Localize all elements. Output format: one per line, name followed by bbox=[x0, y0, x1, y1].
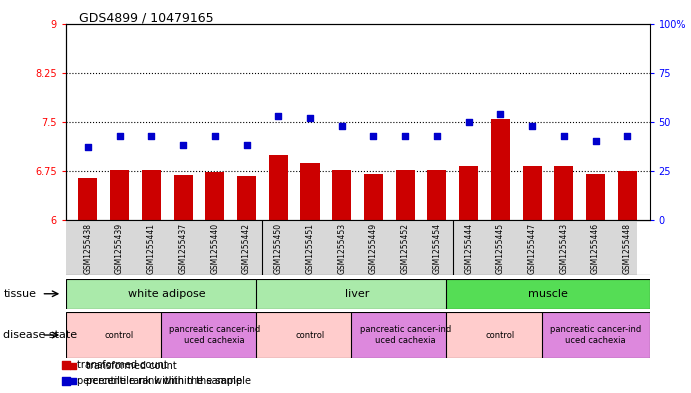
Text: GSM1255452: GSM1255452 bbox=[401, 223, 410, 274]
Text: GSM1255450: GSM1255450 bbox=[274, 223, 283, 274]
Text: disease state: disease state bbox=[3, 330, 77, 340]
Point bbox=[495, 111, 506, 117]
Bar bbox=[110, 170, 129, 220]
Text: pancreatic cancer-ind
uced cachexia: pancreatic cancer-ind uced cachexia bbox=[359, 325, 451, 345]
Point bbox=[273, 113, 284, 119]
Bar bbox=[459, 166, 478, 220]
Text: GSM1255451: GSM1255451 bbox=[305, 223, 314, 274]
Bar bbox=[618, 171, 637, 220]
Bar bbox=[66, 312, 173, 358]
Bar bbox=[78, 178, 97, 220]
Bar bbox=[522, 166, 542, 220]
Text: transformed count: transformed count bbox=[77, 360, 168, 371]
Text: percentile rank within the sample: percentile rank within the sample bbox=[77, 376, 243, 386]
Point bbox=[368, 132, 379, 139]
Text: muscle: muscle bbox=[528, 289, 568, 299]
Bar bbox=[586, 174, 605, 220]
Point bbox=[296, 131, 307, 137]
Text: transformed count: transformed count bbox=[86, 362, 177, 371]
Text: GSM1255441: GSM1255441 bbox=[146, 223, 156, 274]
Text: GSM1255447: GSM1255447 bbox=[528, 223, 537, 274]
Point bbox=[558, 132, 569, 139]
Point bbox=[622, 132, 633, 139]
Text: GSM1255440: GSM1255440 bbox=[210, 223, 219, 274]
Bar bbox=[142, 170, 161, 220]
Bar bbox=[161, 312, 269, 358]
Bar bbox=[256, 279, 459, 309]
Text: GSM1255444: GSM1255444 bbox=[464, 223, 473, 274]
Bar bbox=[351, 312, 459, 358]
Bar bbox=[446, 312, 554, 358]
Bar bbox=[66, 279, 269, 309]
Bar bbox=[542, 312, 650, 358]
Text: white adipose: white adipose bbox=[129, 289, 206, 299]
Text: GSM1255454: GSM1255454 bbox=[433, 223, 442, 274]
Bar bbox=[256, 312, 364, 358]
Text: GSM1255448: GSM1255448 bbox=[623, 223, 632, 274]
Point bbox=[60, 362, 71, 369]
Point bbox=[399, 132, 410, 139]
Text: pancreatic cancer-ind
uced cachexia: pancreatic cancer-ind uced cachexia bbox=[550, 325, 641, 345]
Text: GSM1255439: GSM1255439 bbox=[115, 223, 124, 274]
Point bbox=[114, 132, 125, 139]
Bar bbox=[269, 154, 287, 220]
Point bbox=[527, 123, 538, 129]
Bar bbox=[554, 166, 574, 220]
Text: liver: liver bbox=[346, 289, 370, 299]
Bar bbox=[491, 119, 510, 220]
Point bbox=[178, 142, 189, 149]
Text: GSM1255437: GSM1255437 bbox=[178, 223, 187, 274]
Text: GSM1255446: GSM1255446 bbox=[591, 223, 600, 274]
Point bbox=[431, 132, 442, 139]
Bar bbox=[332, 170, 351, 220]
Text: GSM1255453: GSM1255453 bbox=[337, 223, 346, 274]
Text: GSM1255442: GSM1255442 bbox=[242, 223, 251, 274]
Text: GSM1255443: GSM1255443 bbox=[559, 223, 569, 274]
Text: percentile rank within the sample: percentile rank within the sample bbox=[86, 376, 252, 386]
Point bbox=[146, 132, 157, 139]
Bar bbox=[301, 163, 319, 220]
Text: control: control bbox=[105, 331, 134, 340]
Bar bbox=[237, 176, 256, 220]
Text: pancreatic cancer-ind
uced cachexia: pancreatic cancer-ind uced cachexia bbox=[169, 325, 261, 345]
Bar bbox=[205, 172, 225, 220]
Point bbox=[60, 378, 71, 384]
Bar bbox=[396, 170, 415, 220]
Point bbox=[337, 123, 348, 129]
Point bbox=[305, 115, 316, 121]
Bar bbox=[428, 170, 446, 220]
Point bbox=[82, 144, 93, 151]
Text: GSM1255438: GSM1255438 bbox=[84, 223, 93, 274]
Bar bbox=[364, 174, 383, 220]
Text: GSM1255449: GSM1255449 bbox=[369, 223, 378, 274]
Point bbox=[590, 138, 601, 145]
Text: tissue: tissue bbox=[3, 289, 37, 299]
Bar bbox=[446, 279, 650, 309]
Text: control: control bbox=[486, 331, 515, 340]
Text: GSM1255445: GSM1255445 bbox=[496, 223, 505, 274]
Text: GDS4899 / 10479165: GDS4899 / 10479165 bbox=[79, 12, 214, 25]
Point bbox=[209, 132, 220, 139]
Text: control: control bbox=[295, 331, 325, 340]
Point bbox=[296, 260, 307, 266]
Bar bbox=[173, 175, 193, 220]
Point bbox=[463, 119, 474, 125]
Point bbox=[241, 142, 252, 149]
